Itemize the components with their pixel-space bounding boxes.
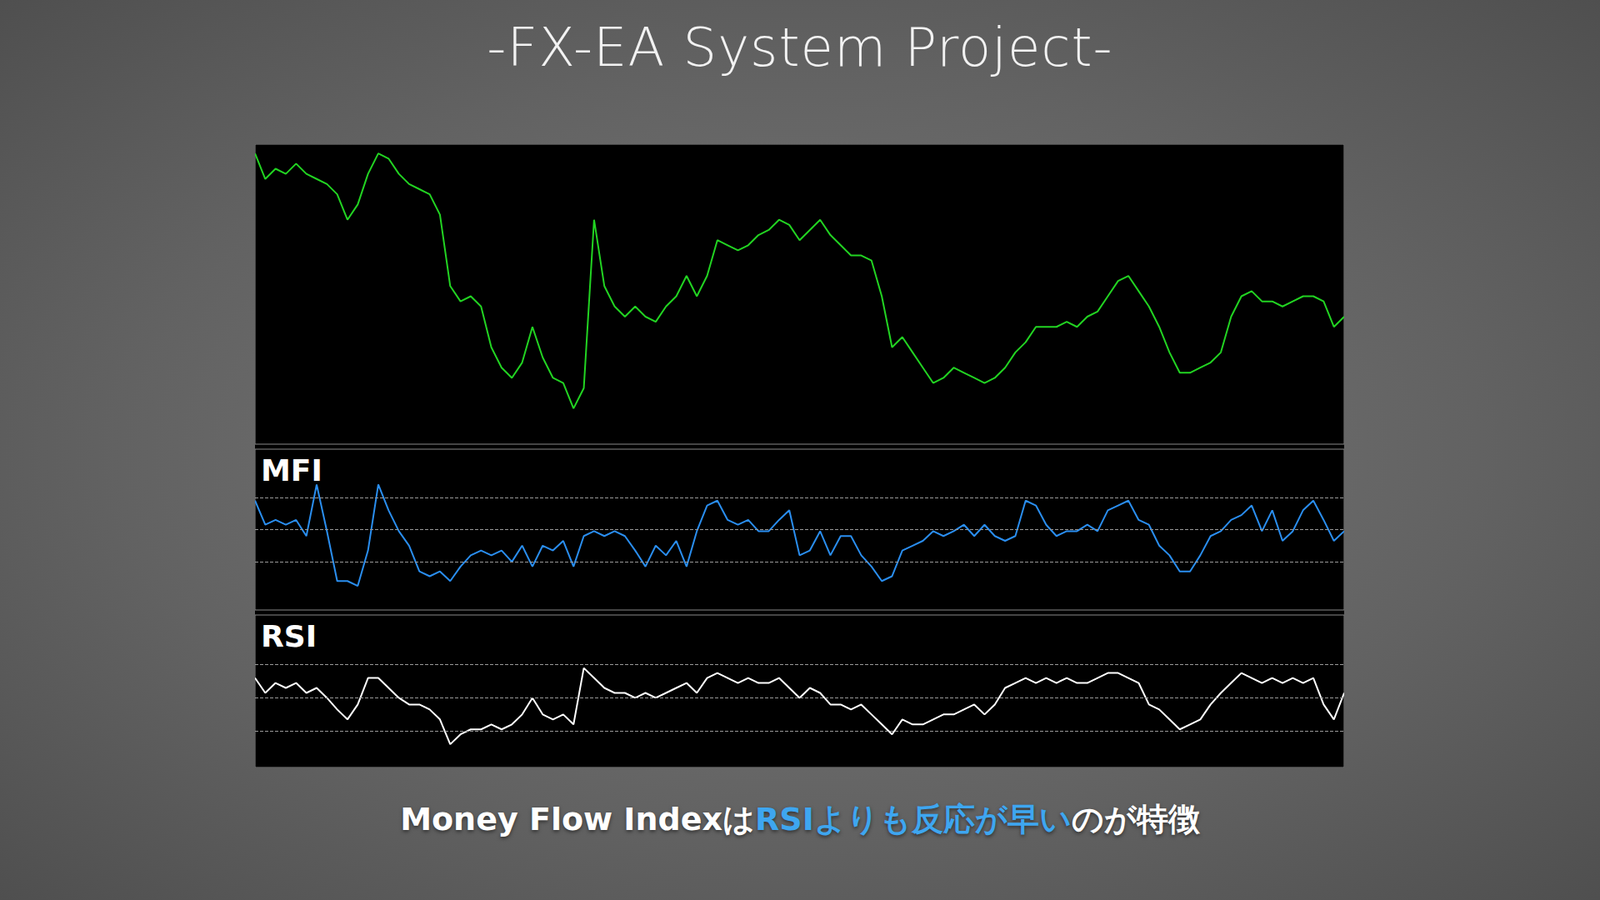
html-text:-FX-EA System Project-: -FX-EA System Project- bbox=[487, 16, 1113, 79]
svg-text:RSI: RSI bbox=[260, 619, 317, 654]
html-text:Money Flow IndexはRSIよりも反応が早いのが: Money Flow IndexはRSIよりも反応が早いのが特徴 bbox=[400, 800, 1200, 838]
svg-text:MFI: MFI bbox=[260, 453, 323, 488]
